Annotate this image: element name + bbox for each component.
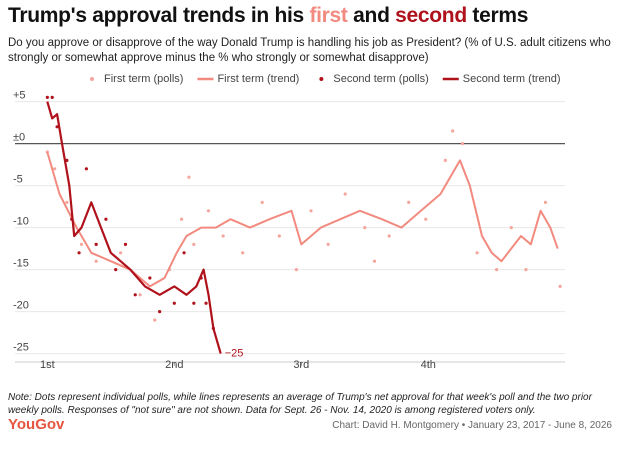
poll-dot <box>309 209 313 213</box>
x-tick-label: 4th <box>421 359 436 371</box>
poll-dot <box>94 242 98 246</box>
poll-dot <box>495 268 499 272</box>
poll-dot <box>524 268 528 272</box>
poll-dot <box>182 251 186 255</box>
title-part: terms <box>466 4 529 27</box>
poll-dot <box>260 200 264 204</box>
y-tick-label: -10 <box>13 216 29 228</box>
x-tick-label: 1st <box>40 359 55 371</box>
poll-dot <box>407 200 411 204</box>
title-part: Trump's approval trends in his <box>8 4 310 27</box>
y-tick-label: -20 <box>13 300 29 312</box>
x-tick-label: 2nd <box>165 359 183 371</box>
poll-dot <box>148 276 152 280</box>
legend-label: First term (trend) <box>217 73 299 85</box>
poll-dot <box>94 259 98 263</box>
poll-dot <box>277 234 281 238</box>
poll-dot <box>294 268 298 272</box>
poll-dot <box>84 167 88 171</box>
note: Note: Dots represent individual polls, w… <box>8 392 592 416</box>
poll-dot <box>45 95 49 99</box>
title-part: and <box>347 4 396 27</box>
poll-dot <box>326 242 330 246</box>
y-tick-label: ±0 <box>13 132 25 144</box>
legend-label: First term (polls) <box>104 73 183 85</box>
y-tick-label: -15 <box>13 258 29 270</box>
poll-dot <box>475 251 479 255</box>
poll-dot <box>451 129 455 133</box>
poll-dot <box>241 251 245 255</box>
poll-dot <box>204 301 208 305</box>
poll-dot <box>138 293 142 297</box>
poll-dot <box>180 217 184 221</box>
poll-dot <box>123 242 128 246</box>
poll-dot <box>114 268 118 272</box>
x-tick-label: 3rd <box>293 359 309 371</box>
poll-dot <box>192 301 196 305</box>
poll-dot <box>343 192 347 196</box>
annotation: −25 <box>225 348 244 360</box>
poll-dot <box>424 217 428 221</box>
poll-dot <box>55 125 59 129</box>
poll-dot <box>460 142 465 146</box>
legend-label: Second term (polls) <box>333 73 428 85</box>
brand-logo: YouGov <box>8 416 65 433</box>
trend-line <box>46 151 559 288</box>
poll-dot <box>543 200 548 204</box>
chart-title: Trump's approval trends in his first and… <box>8 4 528 28</box>
poll-dot <box>192 242 196 246</box>
poll-dot <box>65 200 69 204</box>
trend-line <box>46 101 222 354</box>
poll-dot <box>104 217 108 221</box>
title-part: first <box>309 4 348 27</box>
y-tick-label: -5 <box>13 174 23 186</box>
poll-dot <box>187 175 191 179</box>
subtitle: Do you approve or disapprove of the way … <box>8 37 611 64</box>
poll-dot <box>443 158 447 162</box>
legend-marker <box>319 77 324 81</box>
poll-dot <box>153 318 157 322</box>
title-part: second <box>395 4 467 27</box>
poll-dot <box>372 259 377 263</box>
poll-dot <box>118 251 123 255</box>
poll-dot <box>387 234 391 238</box>
poll-dot <box>133 293 137 297</box>
poll-dot <box>79 242 84 246</box>
source: Chart: David H. Montgomery • January 23,… <box>332 420 612 431</box>
poll-dot <box>77 251 81 255</box>
poll-dot <box>158 310 162 314</box>
poll-dot <box>363 226 367 230</box>
poll-dot <box>172 301 176 305</box>
poll-dot <box>50 95 54 99</box>
y-tick-label: -25 <box>13 342 29 354</box>
poll-dot <box>509 226 513 230</box>
legend-label: Second term (trend) <box>463 73 561 85</box>
poll-dot <box>558 284 562 288</box>
poll-dot <box>53 167 57 171</box>
poll-dot <box>221 234 225 238</box>
poll-dot <box>206 209 211 213</box>
legend-marker <box>90 77 94 81</box>
y-tick-label: +5 <box>13 90 26 102</box>
